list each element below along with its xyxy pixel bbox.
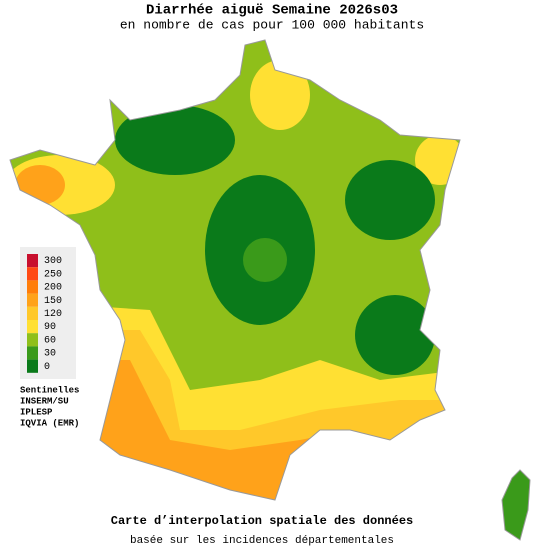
subtitle: en nombre de cas pour 100 000 habitants [120,17,424,32]
legend-swatch [27,320,38,334]
legend-swatch [27,254,38,268]
legend-label: 250 [44,269,62,280]
legend-label: 120 [44,309,62,320]
title: Diarrhée aiguë Semaine 2026s03 [146,3,398,19]
legend-label: 300 [44,256,62,267]
legend-swatch [27,359,38,373]
footer-subtitle: basée sur les incidences départementales [130,535,394,547]
legend-label: 200 [44,283,62,294]
legend-swatch [27,346,38,360]
france-outline [9,39,461,501]
legend-label: 0 [44,362,50,373]
source: IPLESP [20,407,53,417]
footer-title: Carte d’interpolation spatiale des donné… [111,514,413,528]
legend-swatch [27,306,38,320]
legend-swatch [27,333,38,347]
legend-label: 60 [44,335,56,346]
source: Sentinelles [20,385,79,395]
legend-swatch [27,280,38,294]
source: INSERM/SU [20,396,69,406]
legend-label: 30 [44,349,56,360]
legend-label: 150 [44,296,62,307]
legend-swatch [27,267,38,281]
legend-swatch [27,293,38,307]
corsica [501,469,531,541]
source: IQVIA (EMR) [20,418,79,428]
legend-label: 90 [44,322,56,333]
